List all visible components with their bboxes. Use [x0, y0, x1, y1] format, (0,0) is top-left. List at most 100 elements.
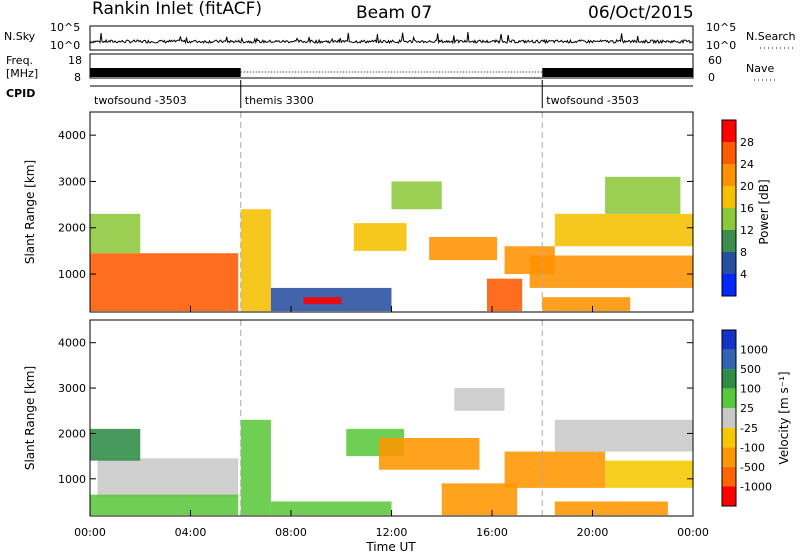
data-patch — [391, 181, 442, 210]
cpid-segment-label: twofsound -3503 — [546, 94, 639, 107]
nave-tick-top: 60 — [708, 54, 722, 67]
x-tick-label: 00:00 — [74, 526, 106, 539]
colorbar-swatch — [722, 388, 736, 409]
y-tick-label: 3000 — [58, 175, 86, 188]
data-patch — [554, 419, 693, 452]
y-tick-label: 2000 — [58, 427, 86, 440]
velocity-ylabel: Slant Range [km] — [23, 366, 37, 470]
power-axes: 4000 3000 2000 1000 — [58, 129, 694, 312]
colorbar-swatch — [722, 369, 736, 389]
data-patch — [554, 501, 668, 516]
y-tick-label: 3000 — [58, 382, 86, 395]
data-patch — [441, 483, 518, 516]
date-label: 06/Oct/2015 — [588, 3, 694, 23]
colorbar-swatch — [722, 408, 736, 428]
colorbar-swatch — [722, 466, 736, 487]
data-patch — [240, 209, 271, 312]
data-patch — [486, 278, 523, 312]
freq-label-2: [MHz] — [6, 67, 38, 80]
colorbar-tick-label: -100 — [740, 441, 765, 454]
nsky-panel — [89, 25, 694, 51]
colorbar-swatch — [722, 208, 736, 230]
colorbar-tick-label: 25 — [740, 402, 754, 415]
freq-bar — [90, 68, 241, 77]
colorbar-tick-label: 100 — [740, 383, 761, 396]
nsky-tick-bottom: 10^0 — [50, 39, 80, 52]
nave-label: Nave — [746, 62, 774, 75]
colorbar-frame — [721, 329, 737, 507]
power-ylabel: Slant Range [km] — [23, 160, 37, 264]
y-tick-label: 4000 — [58, 337, 86, 350]
cpid-label: CPID — [6, 87, 35, 100]
colorbar-tick-label: 24 — [740, 158, 754, 171]
beam-label: Beam 07 — [356, 3, 432, 23]
velocity-axes: 4000 3000 2000 1000 — [58, 337, 694, 516]
nsky-tick-top: 10^5 — [50, 21, 80, 34]
power-heatmap — [90, 112, 693, 312]
data-patch — [504, 451, 606, 488]
colorbar-tick-label: 12 — [740, 224, 754, 237]
y-tick-label: 2000 — [58, 222, 86, 235]
data-patch — [353, 223, 407, 251]
freq-bar — [542, 68, 693, 77]
colorbar-tick-label: 20 — [740, 180, 754, 193]
x-tick-label: 16:00 — [476, 526, 508, 539]
colorbar-swatch — [722, 164, 736, 186]
data-patch — [554, 213, 693, 247]
nave-tick-bottom: 0 — [708, 71, 715, 84]
colorbar-tick-label: -1000 — [740, 480, 772, 493]
colorbar-swatch — [722, 274, 736, 296]
colorbar-tick-label: 16 — [740, 202, 754, 215]
colorbar-swatch — [722, 330, 736, 350]
colorbar-tick-label: 500 — [740, 363, 761, 376]
colorbar-tick-label: -500 — [740, 461, 765, 474]
y-tick-label: 4000 — [58, 129, 86, 142]
colorbar-frame — [721, 119, 737, 297]
data-patch — [605, 176, 681, 214]
nsearch-tick-top: 10^5 — [706, 21, 736, 34]
nsearch-label: N.Search — [746, 30, 796, 43]
data-patch — [240, 419, 271, 516]
x-tick-label: 00:00 — [677, 526, 709, 539]
freq-panel — [89, 53, 694, 79]
x-tick-label: 04:00 — [175, 526, 207, 539]
y-tick-label: 1000 — [58, 268, 86, 281]
data-patch — [303, 297, 342, 305]
colorbar-tick-label: 28 — [740, 136, 754, 149]
time-axis-title: Time UT — [365, 540, 416, 554]
colorbar-tick-label: 8 — [740, 246, 747, 259]
data-patch — [605, 460, 693, 488]
time-axis-labels: 00:00 04:00 08:00 12:00 16:00 20:00 00:00 — [74, 526, 709, 539]
colorbar-swatch — [722, 427, 736, 448]
freq-bars — [90, 68, 693, 77]
nsky-label: N.Sky — [4, 30, 36, 43]
data-patch — [97, 458, 239, 497]
colorbar-swatch — [722, 142, 736, 164]
cpid-segment-label: themis 3300 — [245, 94, 314, 107]
cpid-segment-label: twofsound -3503 — [94, 94, 187, 107]
cpid-segments: twofsound -3503 themis 3300 twofsound -350… — [94, 80, 639, 108]
nsearch-tick-bottom: 10^0 — [706, 39, 736, 52]
data-patch — [90, 253, 239, 312]
colorbar-swatch — [722, 486, 736, 506]
velocity-colorbar: 1000 500 100 25 -25 -100 -500 -1000 — [721, 329, 772, 507]
x-tick-label: 20:00 — [577, 526, 609, 539]
colorbar-swatch — [722, 252, 736, 274]
nsky-trace — [89, 32, 693, 45]
colorbar-tick-label: -25 — [740, 422, 758, 435]
colorbar-swatch — [722, 186, 736, 208]
colorbar-swatch — [722, 230, 736, 252]
colorbar-tick-label: 4 — [740, 268, 747, 281]
data-patch — [270, 501, 392, 516]
freq-tick-top: 18 — [68, 54, 82, 67]
data-patch — [429, 237, 498, 261]
power-colorbar-label: Power [dB] — [757, 179, 771, 244]
colorbar-swatch — [722, 447, 736, 467]
data-patch — [529, 255, 693, 288]
colorbar-tick-label: 1000 — [740, 344, 768, 357]
y-tick-label: 1000 — [58, 473, 86, 486]
colorbar-swatch — [722, 120, 736, 142]
data-patch — [454, 388, 505, 411]
data-patch — [542, 297, 631, 312]
